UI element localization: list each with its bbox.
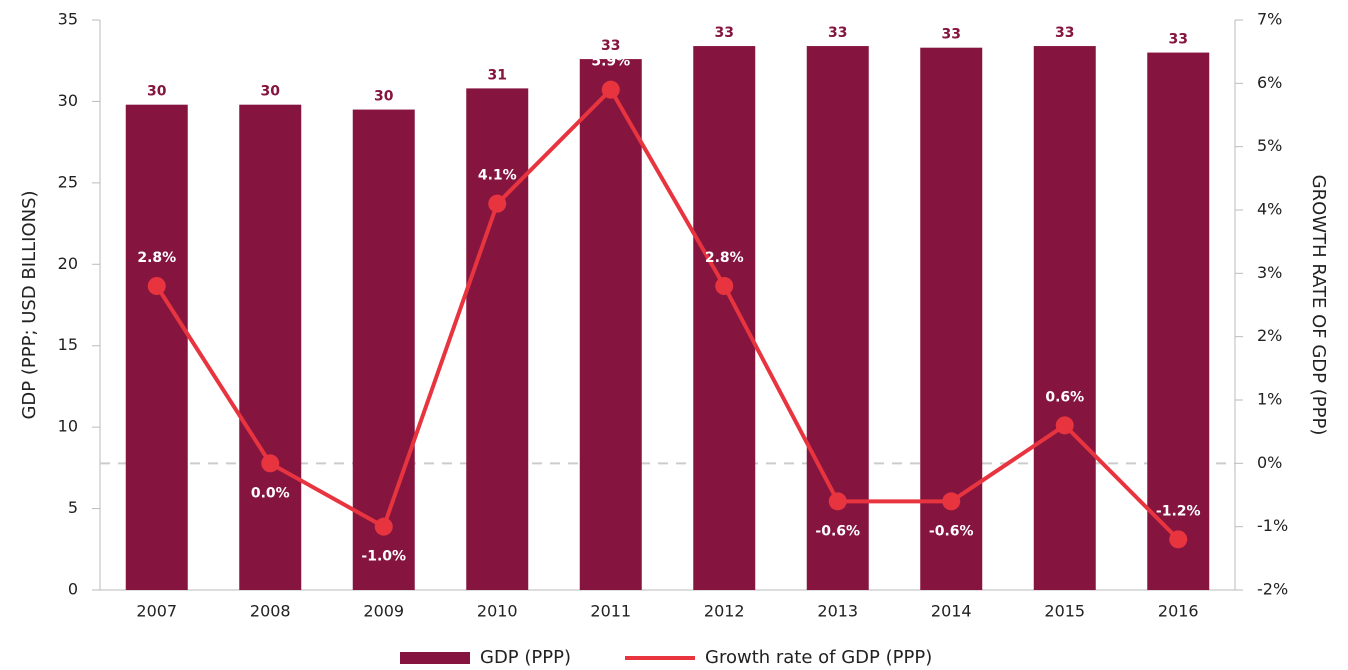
point (261, 454, 280, 473)
line-value-label: 4.1% (478, 168, 517, 184)
y2-tick-label: 0% (1257, 453, 1282, 472)
bar-value-label: 30 (261, 84, 281, 100)
line-value-label: 5.9% (591, 54, 630, 70)
x-tick-label: 2015 (1044, 602, 1085, 621)
y-axis-label: GDP (PPP; USD BILLIONS) (19, 190, 40, 419)
y-tick-label: 35 (58, 10, 78, 29)
y2-tick-label: 3% (1257, 263, 1282, 282)
y2-tick-label: 6% (1257, 73, 1282, 92)
bar (693, 46, 756, 591)
point (1055, 416, 1074, 435)
line (155, 86, 1180, 541)
bar-value-label: 33 (601, 38, 620, 54)
y2-tick-label: 5% (1257, 136, 1282, 155)
bar (579, 59, 642, 591)
y2-tick-label: -2% (1257, 580, 1288, 599)
x-tick-label: 2012 (704, 602, 745, 621)
legend-label: GDP (PPP) (480, 647, 571, 668)
line-value-label: -1.0% (361, 549, 406, 565)
bar (125, 104, 188, 590)
line-value-label: 2.8% (137, 250, 176, 266)
point (488, 194, 507, 213)
y2-tick-label: 4% (1257, 200, 1282, 219)
x-tick-label: 2013 (817, 602, 858, 621)
y-tick-label: 25 (58, 172, 78, 191)
y-tick-label: 0 (68, 580, 78, 599)
bar (239, 104, 302, 590)
bar-value-label: 31 (488, 67, 507, 83)
legend-label: Growth rate of GDP (PPP) (705, 647, 932, 668)
bar (1033, 46, 1096, 591)
x-tick-label: 2014 (931, 602, 972, 621)
point (1169, 530, 1188, 549)
y-tick-label: 10 (58, 417, 78, 436)
bar-value-label: 30 (147, 84, 167, 100)
line-value-label: 2.8% (705, 250, 744, 266)
y2-tick-label: 7% (1257, 10, 1282, 29)
point (374, 517, 393, 536)
x-tick-label: 2008 (250, 602, 291, 621)
point (715, 277, 734, 295)
bar-value-label: 33 (828, 25, 847, 41)
point (828, 492, 847, 511)
bar-value-label: 30 (374, 89, 394, 105)
line-value-label: -1.2% (1156, 503, 1201, 519)
point (942, 492, 961, 511)
point (147, 277, 166, 295)
x-tick-label: 2007 (136, 602, 177, 621)
bar-value-label: 33 (942, 27, 961, 43)
line-value-label: 0.6% (1045, 389, 1084, 405)
y2-axis-label: GROWTH RATE OF GDP (PPP) (1308, 175, 1329, 436)
x-tick-label: 2010 (477, 602, 518, 621)
y-tick-label: 5 (68, 498, 78, 517)
bar (466, 88, 529, 591)
x-tick-label: 2011 (590, 602, 631, 621)
line-value-label: -0.6% (929, 523, 974, 539)
y2-tick-label: -1% (1257, 516, 1288, 535)
line-value-label: -0.6% (815, 523, 860, 539)
legend-swatch (400, 652, 470, 664)
x-tick-label: 2009 (363, 602, 404, 621)
y2-tick-label: 1% (1257, 390, 1282, 409)
bar (352, 109, 415, 591)
line-value-label: 0.0% (251, 485, 290, 501)
bar-value-label: 33 (715, 25, 734, 41)
bar-value-label: 33 (1169, 32, 1188, 48)
bar-value-label: 33 (1055, 25, 1074, 41)
y-tick-label: 30 (58, 91, 78, 110)
y2-tick-label: 2% (1257, 326, 1282, 345)
x-tick-label: 2016 (1158, 602, 1199, 621)
point (601, 80, 620, 99)
y-tick-label: 20 (58, 254, 78, 273)
y-tick-label: 15 (58, 335, 78, 354)
bar (1147, 52, 1210, 591)
